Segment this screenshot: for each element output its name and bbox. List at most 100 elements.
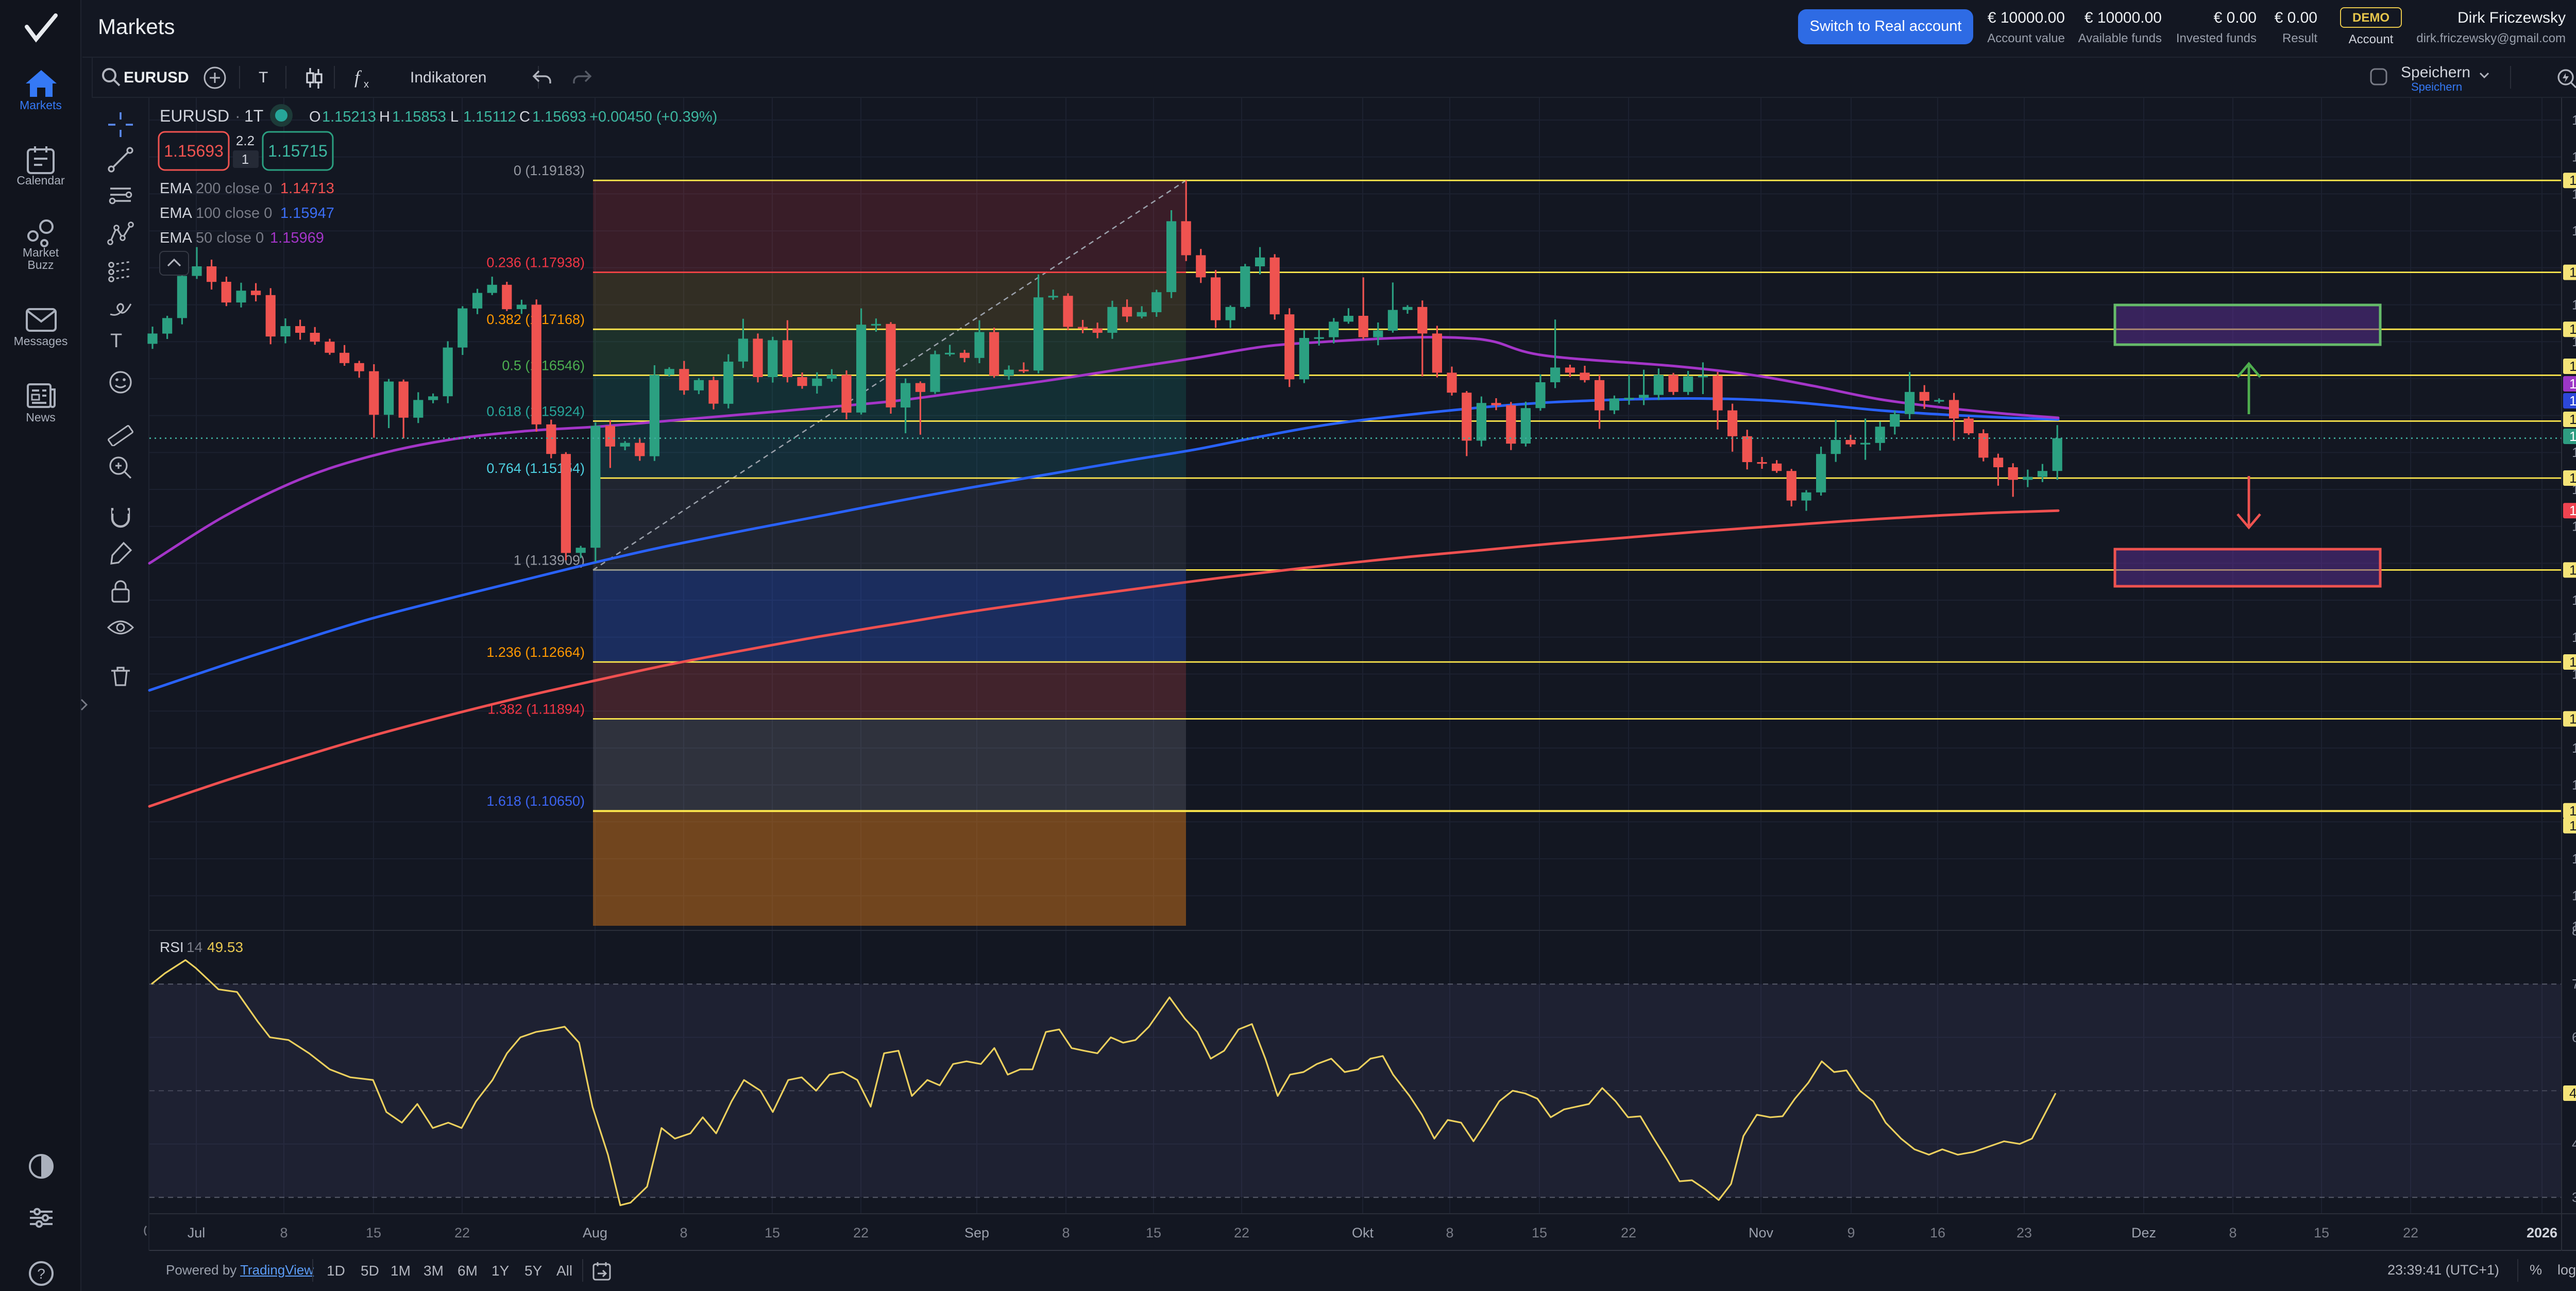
svg-text:1.15715: 1.15715	[268, 142, 328, 160]
svg-text:1.382 (1.11894): 1.382 (1.11894)	[487, 701, 585, 717]
svg-text:Okt: Okt	[1352, 1225, 1374, 1241]
svg-text:14: 14	[187, 939, 202, 955]
svg-text:1.13909: 1.13909	[2569, 562, 2576, 577]
svg-text:1.11894: 1.11894	[2569, 711, 2576, 726]
svg-text:0 (1.19183): 0 (1.19183)	[514, 163, 585, 178]
svg-text:40.00: 40.00	[2572, 1136, 2576, 1152]
svg-text:50 close 0: 50 close 0	[196, 230, 264, 246]
svg-text:2026: 2026	[2527, 1225, 2557, 1241]
svg-text:1.11500: 1.11500	[2572, 740, 2576, 756]
svg-text:1.09000: 1.09000	[2572, 919, 2576, 934]
svg-text:1.17938: 1.17938	[2569, 265, 2576, 280]
svg-text:Aug: Aug	[583, 1225, 607, 1241]
svg-text:?: ?	[37, 1266, 45, 1282]
svg-text:23: 23	[2016, 1225, 2032, 1241]
svg-text:8: 8	[1062, 1225, 1070, 1241]
svg-text:200 close 0: 200 close 0	[196, 180, 272, 197]
svg-text:1.18500: 1.18500	[2572, 223, 2576, 239]
svg-text:C: C	[519, 109, 530, 125]
svg-text:80.00: 80.00	[2572, 923, 2576, 939]
svg-text:15: 15	[2314, 1225, 2329, 1241]
svg-text:2.2: 2.2	[236, 133, 255, 148]
svg-text:22: 22	[454, 1225, 470, 1241]
svg-text:H: H	[379, 109, 390, 125]
svg-text:1.15969: 1.15969	[2569, 376, 2576, 392]
svg-text:1.13000: 1.13000	[2572, 630, 2576, 645]
svg-text:8: 8	[1446, 1225, 1453, 1241]
svg-text:1.14500: 1.14500	[2572, 519, 2576, 534]
svg-text:15: 15	[366, 1225, 381, 1241]
svg-text:22: 22	[1234, 1225, 1249, 1241]
svg-text:9: 9	[1847, 1225, 1855, 1241]
svg-text:Jul: Jul	[188, 1225, 206, 1241]
svg-text:1.19500: 1.19500	[2572, 149, 2576, 165]
svg-text:1.17500: 1.17500	[2572, 297, 2576, 312]
svg-text:1.12500: 1.12500	[2572, 666, 2576, 682]
svg-text:EMA: EMA	[160, 205, 193, 222]
svg-text:L: L	[450, 109, 459, 125]
svg-text:1.09500: 1.09500	[2572, 888, 2576, 904]
svg-text:1.15853: 1.15853	[392, 109, 446, 125]
svg-text:1.10000: 1.10000	[2572, 851, 2576, 867]
svg-text:+0.00450 (+0.39%): +0.00450 (+0.39%)	[589, 109, 717, 125]
svg-text:22: 22	[1621, 1225, 1636, 1241]
svg-text:1.10650: 1.10650	[2569, 803, 2576, 819]
svg-text:1.15213: 1.15213	[322, 109, 376, 125]
svg-text:30.00: 30.00	[2572, 1190, 2576, 1205]
svg-text:1.618 (1.10650): 1.618 (1.10650)	[486, 793, 585, 809]
svg-text:1.15693: 1.15693	[532, 109, 586, 125]
svg-text:1.10643: 1.10643	[2569, 818, 2576, 834]
svg-text:8: 8	[280, 1225, 287, 1241]
svg-text:1.15693: 1.15693	[164, 142, 224, 160]
svg-text:O: O	[309, 109, 321, 125]
svg-text:1.11000: 1.11000	[2572, 777, 2576, 793]
svg-text:·: ·	[235, 107, 241, 125]
svg-text:1.15947: 1.15947	[2569, 393, 2576, 409]
svg-text:22: 22	[2403, 1225, 2418, 1241]
svg-text:RSI: RSI	[160, 939, 184, 955]
svg-text:60.00: 60.00	[2572, 1030, 2576, 1045]
svg-text:EMA: EMA	[160, 180, 193, 197]
svg-text:1.19183: 1.19183	[2569, 173, 2576, 188]
svg-text:1.17168: 1.17168	[2569, 321, 2576, 337]
svg-text:1: 1	[242, 151, 249, 167]
svg-text:Nov: Nov	[1749, 1225, 1774, 1241]
svg-text:16: 16	[1930, 1225, 1945, 1241]
svg-text:49.53: 49.53	[2569, 1085, 2576, 1101]
svg-text:15: 15	[1532, 1225, 1547, 1241]
svg-text:1.15112: 1.15112	[463, 109, 516, 125]
svg-text:8: 8	[680, 1225, 687, 1241]
svg-text:Sep: Sep	[964, 1225, 989, 1241]
svg-text:EMA: EMA	[160, 230, 193, 246]
svg-text:1.12664: 1.12664	[2569, 654, 2576, 670]
svg-text:22: 22	[853, 1225, 869, 1241]
svg-text:1.20000: 1.20000	[2572, 112, 2576, 128]
svg-text:1.15000: 1.15000	[2572, 482, 2576, 497]
svg-text:1.16546: 1.16546	[2569, 359, 2576, 374]
svg-text:0.5 (1.16546): 0.5 (1.16546)	[502, 358, 585, 373]
svg-text:100 close 0: 100 close 0	[196, 205, 272, 222]
svg-text:Dez: Dez	[2131, 1225, 2156, 1241]
svg-text:70.00: 70.00	[2572, 976, 2576, 992]
svg-text:1.14713: 1.14713	[280, 180, 334, 197]
svg-text:1.15924: 1.15924	[2569, 412, 2576, 427]
svg-text:1.19000: 1.19000	[2572, 186, 2576, 201]
svg-text:1.236 (1.12664): 1.236 (1.12664)	[486, 644, 585, 660]
svg-text:1.15154: 1.15154	[2569, 470, 2576, 486]
svg-text:1T: 1T	[244, 107, 263, 125]
svg-text:EURUSD: EURUSD	[160, 107, 229, 125]
svg-text:1.15947: 1.15947	[280, 205, 334, 222]
svg-text:x: x	[364, 79, 369, 90]
svg-text:1.17000: 1.17000	[2572, 334, 2576, 349]
svg-text:1.15969: 1.15969	[270, 230, 324, 246]
svg-text:8: 8	[2229, 1225, 2236, 1241]
svg-text:1.14713: 1.14713	[2569, 503, 2576, 518]
svg-text:0.236 (1.17938): 0.236 (1.17938)	[486, 255, 585, 270]
svg-text:15: 15	[1146, 1225, 1161, 1241]
svg-text:49.53: 49.53	[207, 939, 243, 955]
svg-text:15: 15	[765, 1225, 780, 1241]
svg-text:1.15500: 1.15500	[2572, 445, 2576, 460]
svg-text:1.15693: 1.15693	[2569, 429, 2576, 444]
svg-text:1.13500: 1.13500	[2572, 592, 2576, 608]
svg-text:1 (1.13909): 1 (1.13909)	[514, 552, 585, 568]
